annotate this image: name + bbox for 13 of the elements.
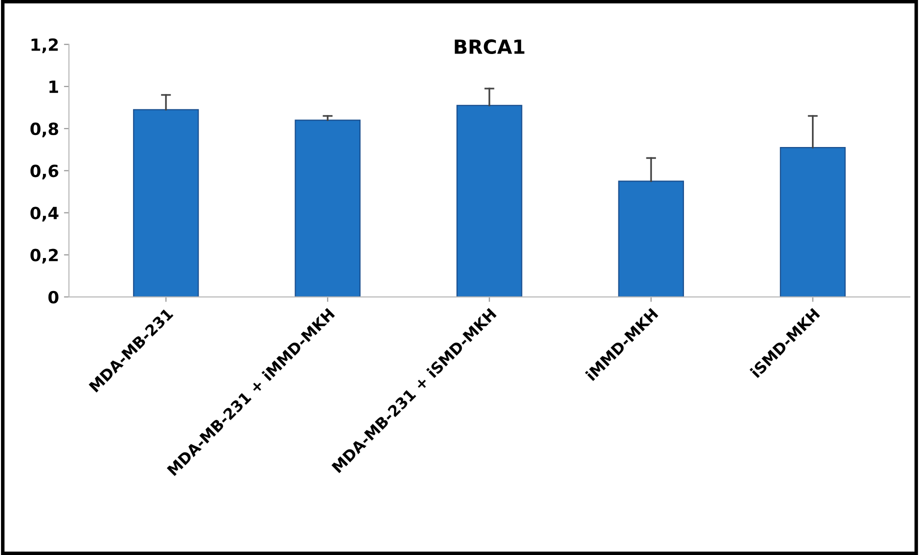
y-tick-label: 0,2 (30, 248, 58, 264)
bar (133, 109, 199, 297)
bar (780, 146, 846, 297)
chart-title: BRCA1 (454, 39, 524, 54)
y-tick-label: 0,8 (30, 122, 58, 138)
y-tick-label: 1,2 (32, 38, 58, 54)
bar (618, 180, 684, 297)
y-tick-label: 0,4 (30, 206, 58, 222)
y-tick-label: 1 (49, 80, 58, 93)
bar (456, 104, 522, 297)
y-tick-label: 0,6 (30, 164, 58, 180)
bar (294, 120, 361, 297)
y-tick-label: 0 (48, 290, 58, 304)
